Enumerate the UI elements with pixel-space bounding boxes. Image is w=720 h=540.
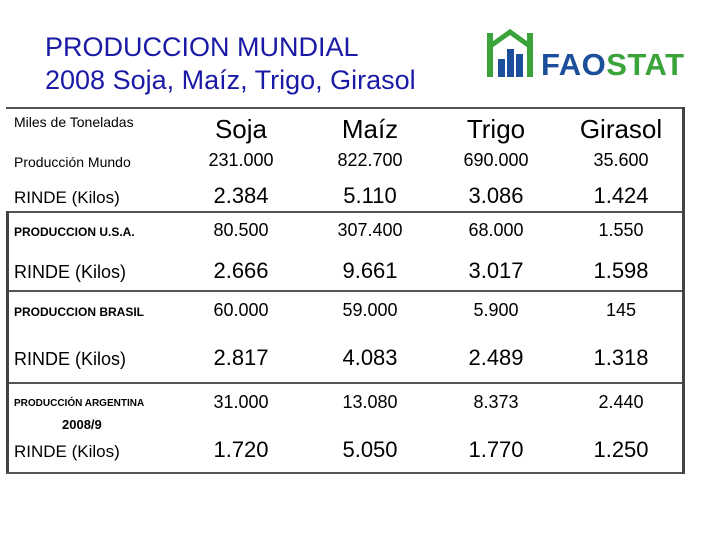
column-header: Trigo <box>466 114 526 144</box>
table-cell: 2.440 <box>598 392 644 412</box>
slide-title: PRODUCCION MUNDIAL 2008 Soja, Maíz, Trig… <box>45 31 416 97</box>
table-cell: 2.384 <box>213 183 269 208</box>
table-cell: 1.318 <box>593 345 649 370</box>
table-cell: 2.489 <box>468 345 524 370</box>
frame-right-line <box>682 107 685 474</box>
table-cell: 1.250 <box>593 437 649 462</box>
units-label: Miles de Toneladas <box>14 114 134 130</box>
row-label: RINDE (Kilos) <box>14 262 127 282</box>
row-label: RINDE (Kilos) <box>14 187 120 207</box>
table-cell: 5.110 <box>343 183 397 208</box>
faostat-logo: FAOSTAT <box>483 27 693 83</box>
frame-left-line <box>6 211 9 472</box>
frame-bottom-line <box>6 472 685 474</box>
table-cell: 3.017 <box>468 258 524 283</box>
table-frame <box>6 107 685 474</box>
table-cell: 1.770 <box>468 437 524 462</box>
table-cell: 35.600 <box>593 150 649 170</box>
table-cell: 68.000 <box>468 220 524 240</box>
row-label: RINDE (Kilos) <box>14 349 127 369</box>
table-cell: 2.666 <box>213 258 269 283</box>
row-label: Producción Mundo <box>14 154 131 170</box>
frame-line-2 <box>6 290 685 292</box>
row-sublabel: 2008/9 <box>62 417 102 432</box>
table-cell: 60.000 <box>213 300 269 320</box>
row-label: PRODUCCIÓN ARGENTINA <box>14 398 145 409</box>
column-header: Maíz <box>341 114 399 144</box>
column-header: Soja <box>214 114 268 144</box>
table-cell: 2.817 <box>213 345 269 370</box>
table-cell: 5.900 <box>473 300 519 320</box>
faostat-wordmark: FAOSTAT <box>541 47 685 82</box>
table-cell: 1.598 <box>593 258 649 283</box>
table-cell: 80.500 <box>213 220 269 240</box>
table-cell: 9.661 <box>342 258 398 283</box>
frame-line-3 <box>6 382 685 384</box>
table-cell: 1.424 <box>593 183 649 208</box>
table-cell: 231.000 <box>208 150 274 170</box>
row-label: PRODUCCION U.S.A. <box>14 225 135 239</box>
table-cell: 3.086 <box>468 183 524 208</box>
title-line-2: 2008 Soja, Maíz, Trigo, Girasol <box>45 65 416 95</box>
table-cell: 5.050 <box>342 437 398 462</box>
table-cell: 822.700 <box>337 150 403 170</box>
table-cell: 8.373 <box>473 392 519 412</box>
table-cell: 145 <box>605 300 637 320</box>
table-cell: 690.000 <box>463 150 529 170</box>
table-cell: 1.550 <box>598 220 644 240</box>
table-cell: 1.720 <box>213 437 269 462</box>
table-cell: 4.083 <box>342 345 398 370</box>
table-cell: 59.000 <box>342 300 398 320</box>
faostat-emblem-icon <box>487 28 533 77</box>
frame-line-1 <box>6 211 685 213</box>
title-line-1: PRODUCCION MUNDIAL <box>45 32 359 62</box>
column-header: Girasol <box>579 114 663 144</box>
frame-top-line <box>6 107 685 109</box>
table-cell: 307.400 <box>337 220 403 240</box>
row-label: PRODUCCION BRASIL <box>14 305 145 319</box>
row-label: RINDE (Kilos) <box>14 441 120 461</box>
table-cell: 13.080 <box>342 392 398 412</box>
table-cell: 31.000 <box>213 392 269 412</box>
